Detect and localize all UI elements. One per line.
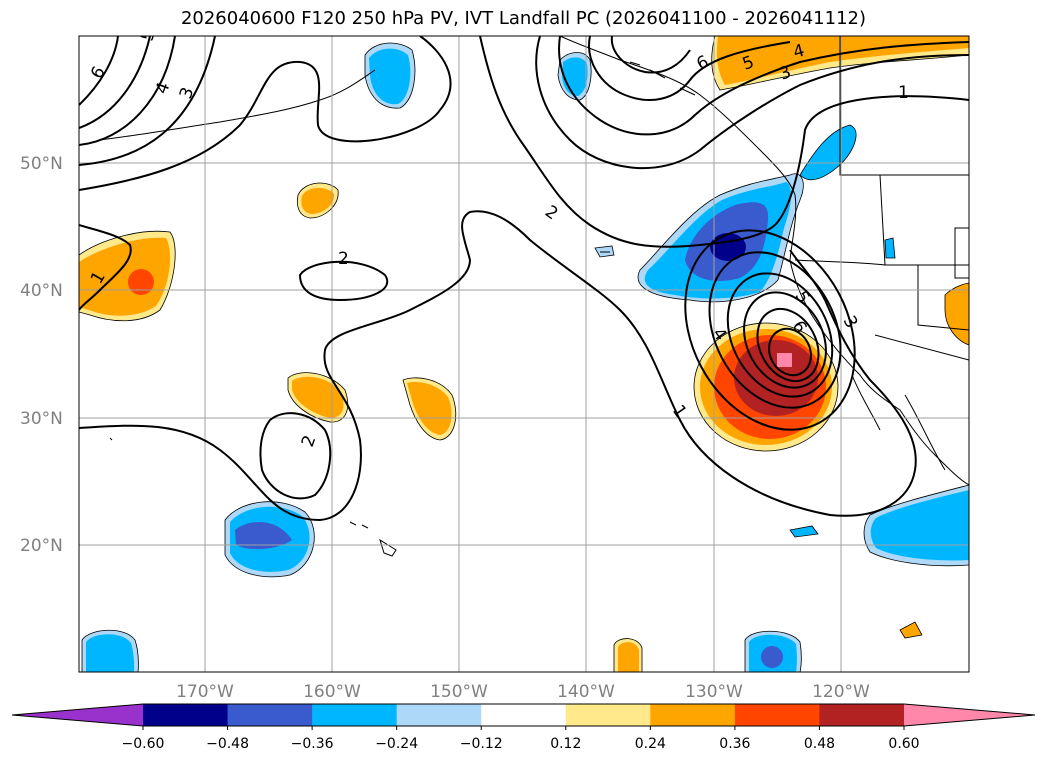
colorbar-extend-max [904,704,1035,726]
contour-label: 5 [138,28,160,44]
lon-label: 130°W [685,682,743,702]
colorbar-tick-label: −0.12 [460,736,503,752]
colorbar-swatch [481,704,567,726]
longitude-labels: 170°W 160°W 150°W 140°W 130°W 120°W [176,682,870,702]
colorbar-tick-label: 0.60 [888,736,919,752]
map-frame [78,35,970,673]
colorbar-swatch [650,704,736,726]
lon-label: 170°W [176,682,234,702]
lat-label: 30°N [20,409,63,429]
colorbar: −0.60 −0.48 −0.36 −0.24 −0.12 0.12 0.24 0.36 0.4… [11,703,1036,752]
colorbar-swatch [565,704,651,726]
colorbar-swatch [227,704,313,726]
map-area: 6 5 4 3 1 2 1 2 5 4 3 6 5 4 1 2 6 3 [79,28,969,672]
lat-label: 20°N [20,536,63,556]
colorbar-swatch [734,704,820,726]
lat-label: 40°N [20,281,63,301]
colorbar-tick-label: −0.60 [122,736,165,752]
lon-label: 140°W [557,682,615,702]
colorbar-swatch [312,704,398,726]
map-title: 2026040600 F120 250 hPa PV, IVT Landfall… [180,8,867,29]
colorbar-swatch [143,704,229,726]
colorbar-tick-label: 0.24 [635,736,666,752]
lon-label: 120°W [812,682,870,702]
latitude-labels: 50°N 40°N 30°N 20°N [20,154,63,556]
lat-label: 50°N [20,154,63,174]
contour-label: 4 [791,41,807,63]
contour-label: 1 [898,83,909,103]
pv-contours [79,36,969,522]
colorbar-swatch [396,704,482,726]
colorbar-tick-label: 0.36 [719,736,750,752]
colorbar-extend-min [12,704,143,726]
colorbar-swatch [819,704,905,726]
colorbar-tick-label: −0.36 [291,736,334,752]
lon-label: 150°W [430,682,488,702]
colorbar-tick-label: 0.12 [550,736,581,752]
contour-label: 2 [338,249,349,269]
colorbar-tick-label: 0.48 [804,736,835,752]
colorbar-tick-label: −0.48 [206,736,249,752]
coastlines [79,36,969,557]
colorbar-tick-label: −0.24 [375,736,418,752]
lon-label: 160°W [303,682,361,702]
